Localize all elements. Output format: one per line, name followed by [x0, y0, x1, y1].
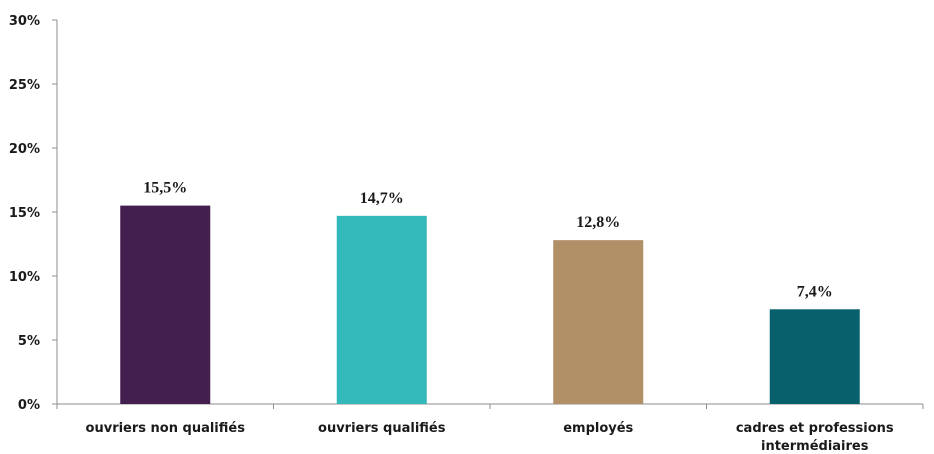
data-labels: 15,5% 14,7% 12,8% 7,4% [143, 180, 833, 301]
y-tick-label: 25% [9, 78, 40, 93]
y-tick-label: 20% [9, 142, 40, 157]
category-label-line: cadres et professions [736, 421, 894, 436]
y-axis: 0% 5% 10% 15% 20% 25% 30% [9, 14, 58, 413]
category-label: cadres et professions intermédiaires [736, 421, 894, 454]
y-tick-label: 0% [18, 398, 40, 413]
bar [553, 240, 644, 404]
bar [336, 215, 427, 404]
data-label: 12,8% [576, 214, 620, 231]
category-label-line: intermédiaires [761, 439, 869, 454]
category-label: ouvriers qualifiés [318, 421, 446, 436]
y-tick-label: 30% [9, 14, 40, 29]
bars [120, 205, 860, 404]
y-tick-label: 10% [9, 270, 40, 285]
category-label: ouvriers non qualifiés [86, 421, 246, 436]
data-label: 15,5% [143, 180, 187, 197]
category-label-line: ouvriers non qualifiés [86, 421, 246, 436]
y-tick-label: 15% [9, 206, 40, 221]
category-label: employés [563, 421, 633, 436]
category-label-line: employés [563, 421, 633, 436]
y-tick-label: 5% [18, 334, 40, 349]
x-axis: ouvriers non qualifiés ouvriers qualifiés… [56, 403, 924, 454]
category-label-line: ouvriers qualifiés [318, 421, 446, 436]
bar [769, 309, 860, 404]
data-label: 7,4% [797, 283, 833, 300]
data-label: 14,7% [360, 190, 404, 207]
bar [120, 205, 211, 404]
